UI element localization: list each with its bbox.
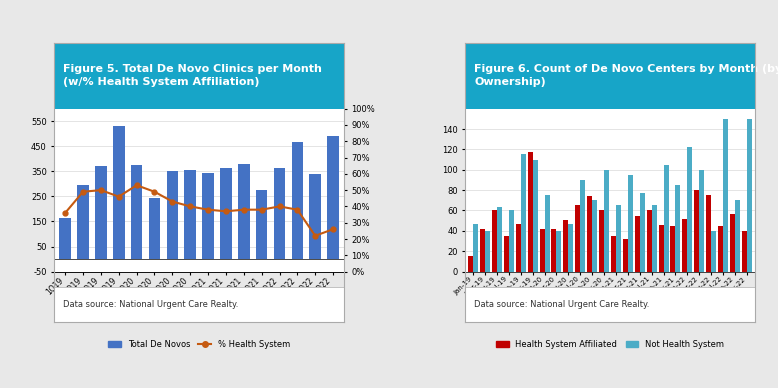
Bar <box>640 193 645 272</box>
Bar <box>718 226 723 272</box>
Bar <box>59 218 71 259</box>
Bar <box>592 200 598 272</box>
Bar <box>274 168 286 259</box>
Bar <box>473 224 478 272</box>
Bar <box>77 185 89 259</box>
Bar <box>527 152 533 272</box>
Bar <box>706 195 711 272</box>
Bar <box>468 256 473 272</box>
Bar <box>730 213 735 272</box>
Bar <box>492 210 497 272</box>
Legend: Total De Novos, % Health System: Total De Novos, % Health System <box>105 336 293 352</box>
Bar <box>611 236 616 272</box>
Bar <box>292 142 303 259</box>
Bar <box>131 165 142 259</box>
Bar <box>575 205 580 272</box>
Bar <box>671 226 675 272</box>
Bar <box>647 210 652 272</box>
Bar <box>587 196 592 272</box>
Bar <box>220 168 232 259</box>
Bar <box>480 229 485 272</box>
Bar <box>539 229 545 272</box>
Bar <box>711 231 717 272</box>
Bar <box>652 205 657 272</box>
Bar <box>166 171 178 259</box>
Bar <box>699 170 704 272</box>
Bar <box>658 225 664 272</box>
Text: Data source: National Urgent Care Realty.: Data source: National Urgent Care Realty… <box>63 300 239 309</box>
Bar <box>184 170 196 259</box>
Bar <box>635 216 640 272</box>
Bar <box>694 190 699 272</box>
Text: Figure 6. Count of De Novo Centers by Month (by
Ownership): Figure 6. Count of De Novo Centers by Mo… <box>474 64 778 87</box>
Bar <box>568 224 573 272</box>
Text: Figure 5. Total De Novo Clinics per Month
(w/% Health System Affiliation): Figure 5. Total De Novo Clinics per Mont… <box>63 64 322 87</box>
Bar <box>688 147 692 272</box>
Bar <box>516 224 520 272</box>
Bar <box>328 136 339 259</box>
Bar <box>520 154 526 272</box>
Bar <box>735 200 740 272</box>
Bar <box>509 210 513 272</box>
Bar <box>556 231 562 272</box>
Bar <box>682 219 688 272</box>
Bar <box>599 210 604 272</box>
Bar <box>485 231 490 272</box>
Bar <box>747 119 752 272</box>
Bar <box>675 185 681 272</box>
Legend: Health System Affiliated, Not Health System: Health System Affiliated, Not Health Sys… <box>493 336 727 352</box>
Bar <box>113 126 124 259</box>
Bar <box>149 197 160 259</box>
Bar <box>664 165 668 272</box>
Bar <box>202 173 214 259</box>
Bar <box>580 180 585 272</box>
Bar <box>310 174 321 259</box>
Bar <box>545 195 549 272</box>
Bar <box>256 190 268 259</box>
Bar <box>238 164 250 259</box>
Bar <box>742 231 747 272</box>
Bar <box>552 229 556 272</box>
Text: Data source: National Urgent Care Realty.: Data source: National Urgent Care Realty… <box>474 300 650 309</box>
Bar <box>604 170 609 272</box>
Bar <box>497 208 502 272</box>
Bar <box>533 159 538 272</box>
Bar <box>616 205 621 272</box>
Bar <box>95 166 107 259</box>
Bar <box>623 239 628 272</box>
Bar <box>504 236 509 272</box>
Bar <box>628 175 633 272</box>
Bar <box>563 220 568 272</box>
Bar <box>723 119 728 272</box>
